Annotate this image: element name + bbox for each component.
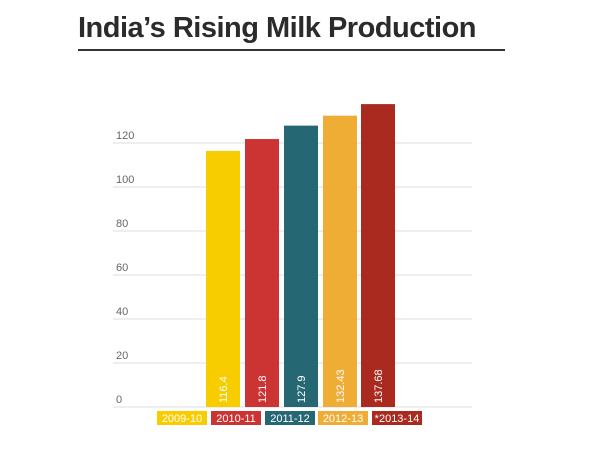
legend-label: *2013-14 <box>375 413 420 425</box>
y-tick-label: 100 <box>116 174 134 186</box>
y-tick-label: 20 <box>116 350 128 362</box>
y-tick-label: 40 <box>116 306 128 318</box>
bar-value-label: 137.68 <box>373 369 385 403</box>
bar-value-label: 116.4 <box>218 376 230 403</box>
legend-label: 2011-12 <box>270 413 310 425</box>
legend-label: 2010-11 <box>216 413 256 425</box>
bar <box>245 139 279 408</box>
title-divider <box>78 49 505 51</box>
bar <box>361 104 395 407</box>
bar-value-label: 127.9 <box>296 375 308 403</box>
chart-title: India’s Rising Milk Production <box>78 12 477 44</box>
bar <box>323 115 357 408</box>
y-tick-label: 0 <box>116 394 122 406</box>
legend-label: 2009-10 <box>162 413 202 425</box>
bar-value-label: 132.43 <box>335 369 347 403</box>
legend-label: 2012-13 <box>323 413 363 425</box>
bar-value-label: 121.8 <box>257 375 269 403</box>
legend-swatch <box>318 411 368 425</box>
bar <box>206 150 240 408</box>
legend-swatch <box>372 411 422 425</box>
y-tick-label: 120 <box>116 130 134 142</box>
y-tick-label: 80 <box>116 218 128 230</box>
legend-swatch <box>211 411 261 425</box>
bar <box>284 125 318 408</box>
legend-swatch <box>265 411 315 425</box>
legend-swatch <box>157 411 207 425</box>
y-tick-label: 60 <box>116 262 128 274</box>
